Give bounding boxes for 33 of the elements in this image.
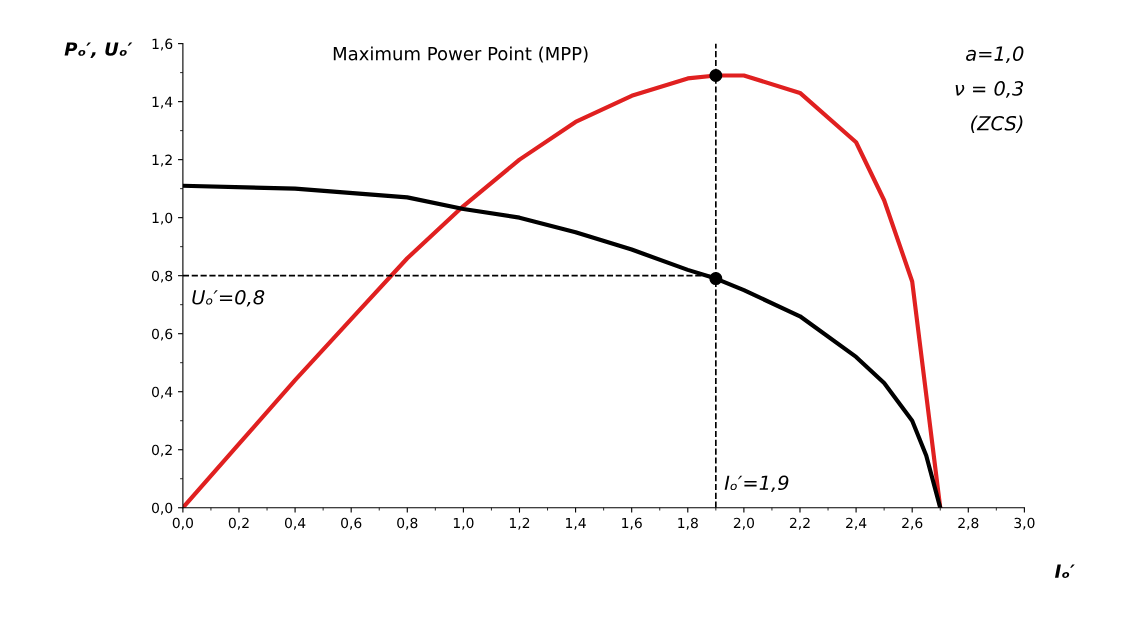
y-tick-label: 0,6 [151,328,173,341]
x-tick-label: 1,8 [678,517,698,530]
x-tick-label: 1,0 [453,517,474,530]
y-tick-label: 1,0 [152,212,173,225]
y-tick-label: 1,6 [152,38,173,51]
y-axis-title: Pₒ′, Uₒ′ [64,42,133,59]
annotation: Uₒ′=0,8 [192,289,265,307]
x-tick-label: 2,2 [789,517,810,530]
x-tick-label: 1,2 [509,517,530,530]
x-axis-title: Iₒ′ [1054,564,1075,578]
x-tick-label: 2,6 [902,517,923,530]
x-tick-label: 0,8 [397,517,418,530]
y-tick-label: 1,2 [152,154,172,167]
y-tick-label: 0,0 [151,502,173,515]
x-tick-label: 0,2 [228,517,249,530]
x-tick-label: 1,6 [622,517,642,530]
annotation: (ZCS) [971,115,1023,133]
annotation: a=1,0 [966,46,1024,63]
y-tick-label: 1,4 [152,96,173,109]
annotation: Maximum Power Point (MPP) [333,46,588,63]
x-tick-label: 2,0 [733,517,755,530]
x-tick-label: 0,6 [341,517,362,530]
annotation: Iₒ′=1,9 [724,475,789,493]
x-tick-label: 0,4 [284,517,306,530]
x-tick-label: 0,0 [172,517,194,530]
y-tick-label: 0,4 [151,386,173,399]
x-tick-label: 1,4 [566,517,586,530]
x-tick-label: 2,8 [958,517,979,530]
y-tick-label: 0,2 [151,444,172,457]
x-tick-label: 2,4 [846,517,867,530]
y-tick-label: 0,8 [151,270,173,283]
annotation: ν = 0,3 [955,81,1024,98]
x-tick-label: 3,0 [1014,517,1035,530]
